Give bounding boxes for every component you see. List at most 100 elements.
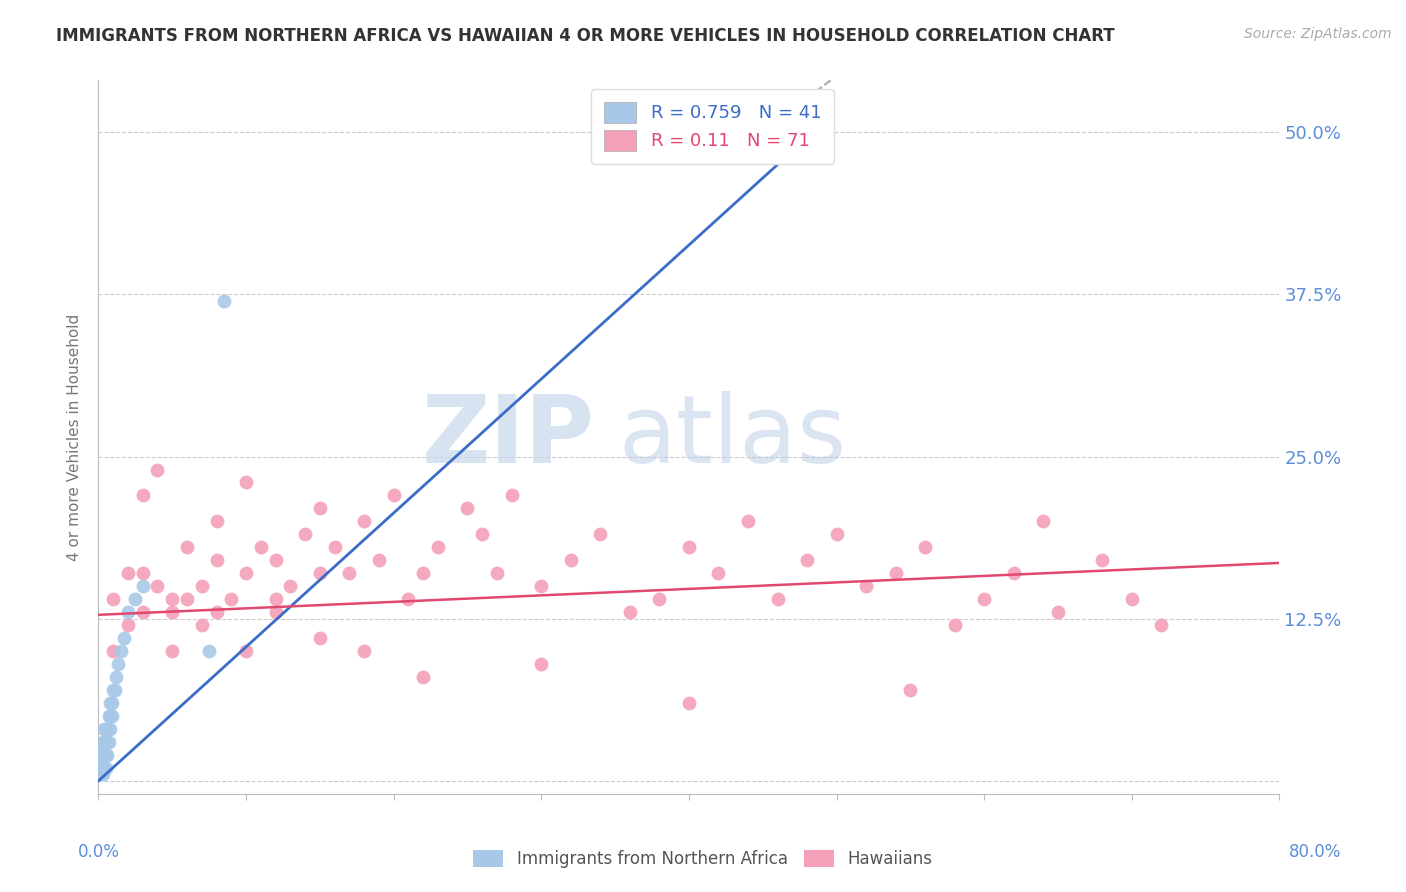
Point	[91, 735, 114, 749]
Point	[264, 592, 287, 607]
Point	[117, 605, 139, 619]
Point	[1032, 515, 1054, 529]
Point	[530, 657, 553, 672]
Point	[309, 631, 332, 645]
Point	[96, 722, 118, 736]
Point	[353, 644, 375, 658]
Point	[235, 566, 257, 581]
Point	[90, 755, 112, 769]
Point	[191, 618, 214, 632]
Point	[1150, 618, 1173, 632]
Point	[162, 592, 183, 607]
Point	[205, 605, 228, 619]
Point	[89, 761, 111, 775]
Point	[90, 767, 112, 781]
Point	[398, 592, 420, 607]
Point	[176, 592, 198, 607]
Point	[94, 722, 117, 736]
Point	[501, 488, 523, 502]
Point	[93, 761, 115, 775]
Point	[93, 722, 115, 736]
Point	[100, 696, 122, 710]
Point	[884, 566, 907, 581]
Text: 80.0%: 80.0%	[1288, 843, 1341, 861]
Point	[89, 767, 111, 781]
Point	[132, 579, 155, 593]
Point	[89, 755, 111, 769]
Point	[100, 709, 122, 723]
Point	[648, 592, 671, 607]
Point	[486, 566, 509, 581]
Point	[98, 722, 121, 736]
Point	[264, 553, 287, 567]
Point	[205, 553, 228, 567]
Point	[855, 579, 877, 593]
Text: IMMIGRANTS FROM NORTHERN AFRICA VS HAWAIIAN 4 OR MORE VEHICLES IN HOUSEHOLD CORR: IMMIGRANTS FROM NORTHERN AFRICA VS HAWAI…	[56, 27, 1115, 45]
Point	[97, 735, 120, 749]
Point	[1002, 566, 1025, 581]
Point	[191, 579, 214, 593]
Point	[146, 579, 169, 593]
Point	[678, 541, 700, 555]
Y-axis label: 4 or more Vehicles in Household: 4 or more Vehicles in Household	[67, 313, 83, 561]
Point	[1121, 592, 1143, 607]
Point	[221, 592, 243, 607]
Point	[471, 527, 494, 541]
Point	[309, 566, 332, 581]
Point	[427, 541, 450, 555]
Point	[1046, 605, 1070, 619]
Point	[146, 462, 169, 476]
Point	[162, 605, 183, 619]
Point	[973, 592, 995, 607]
Point	[235, 475, 257, 490]
Point	[212, 293, 235, 308]
Point	[91, 747, 114, 762]
Point	[943, 618, 966, 632]
Point	[124, 592, 146, 607]
Point	[176, 541, 198, 555]
Point	[103, 683, 125, 698]
Point	[205, 515, 228, 529]
Point	[117, 566, 139, 581]
Legend: Immigrants from Northern Africa, Hawaiians: Immigrants from Northern Africa, Hawaiia…	[467, 843, 939, 875]
Point	[98, 696, 121, 710]
Point	[110, 644, 132, 658]
Point	[589, 527, 612, 541]
Point	[250, 541, 273, 555]
Point	[90, 741, 112, 756]
Point	[707, 566, 730, 581]
Text: atlas: atlas	[619, 391, 846, 483]
Point	[339, 566, 361, 581]
Text: ZIP: ZIP	[422, 391, 595, 483]
Point	[104, 683, 127, 698]
Point	[198, 644, 221, 658]
Point	[264, 605, 287, 619]
Point	[132, 605, 155, 619]
Point	[737, 515, 759, 529]
Point	[132, 566, 155, 581]
Point	[162, 644, 183, 658]
Point	[89, 747, 111, 762]
Point	[94, 747, 117, 762]
Point	[914, 541, 936, 555]
Point	[1091, 553, 1114, 567]
Point	[382, 488, 405, 502]
Point	[796, 553, 818, 567]
Point	[117, 618, 139, 632]
Point	[90, 761, 112, 775]
Point	[91, 761, 114, 775]
Point	[103, 592, 125, 607]
Point	[412, 670, 434, 684]
Point	[530, 579, 553, 593]
Point	[91, 767, 114, 781]
Point	[280, 579, 302, 593]
Point	[560, 553, 582, 567]
Point	[94, 761, 117, 775]
Point	[619, 605, 641, 619]
Point	[103, 644, 125, 658]
Point	[294, 527, 316, 541]
Point	[112, 631, 135, 645]
Point	[93, 747, 115, 762]
Point	[94, 735, 117, 749]
Point	[132, 488, 155, 502]
